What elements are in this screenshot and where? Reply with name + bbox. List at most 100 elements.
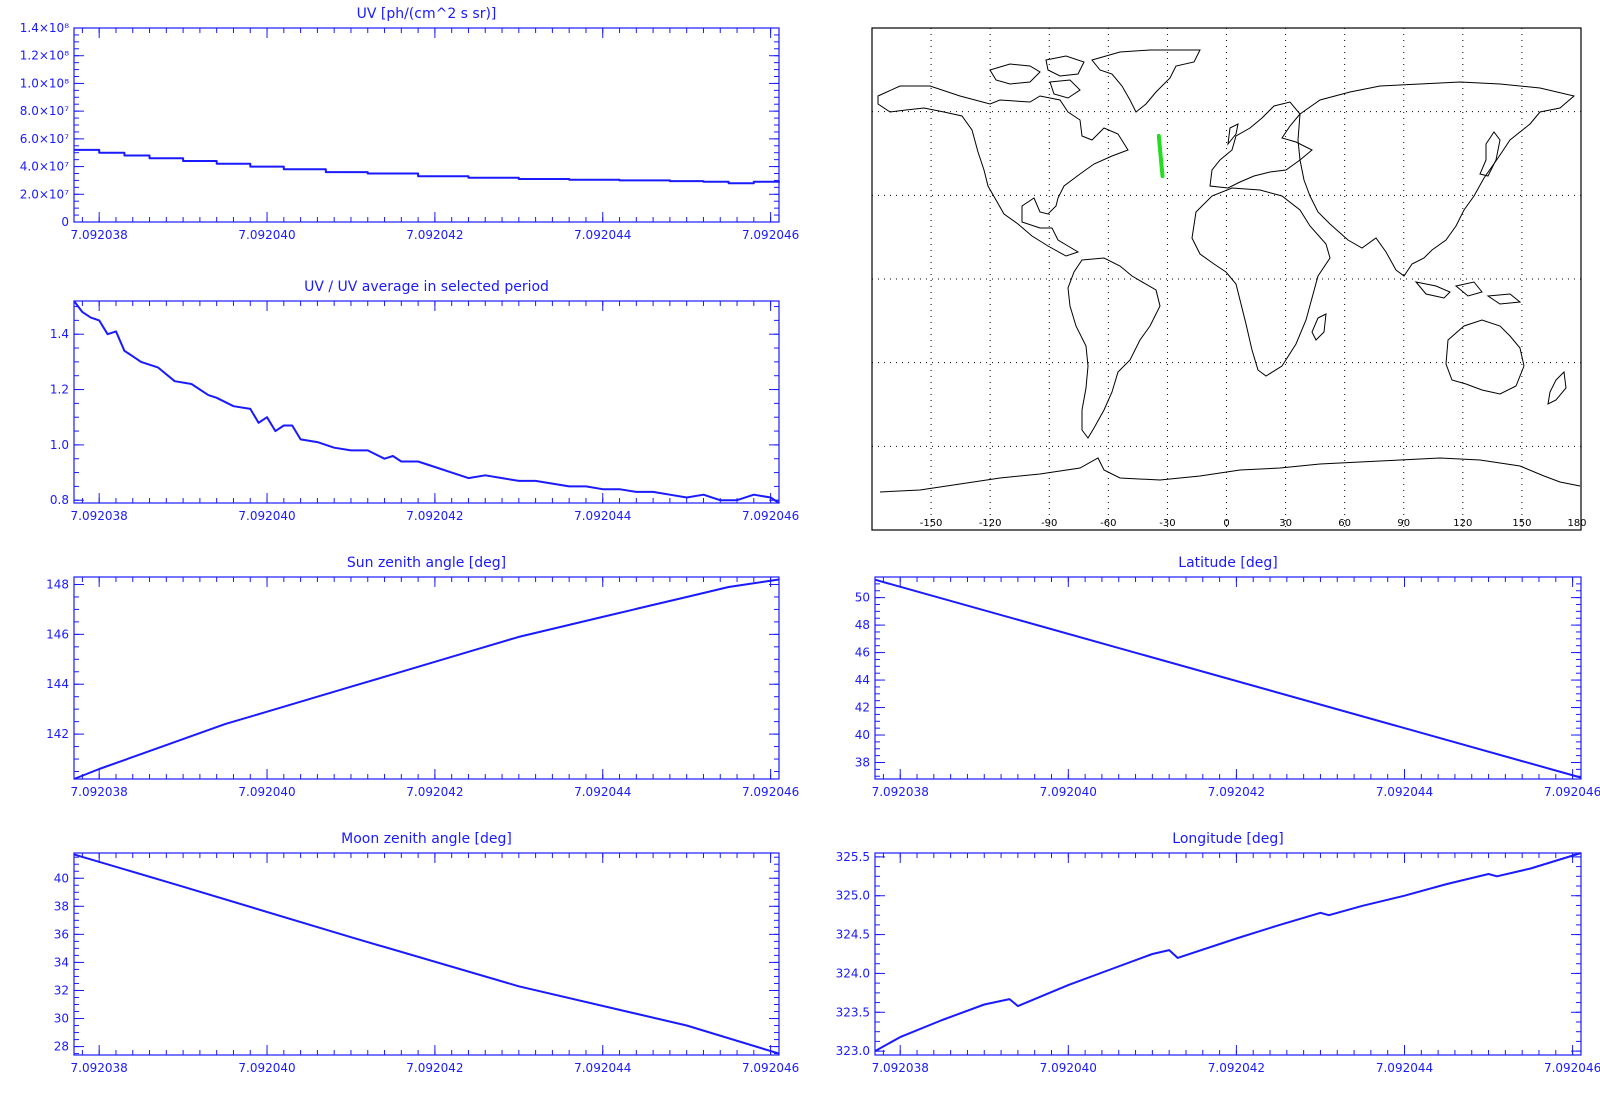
chart-uv-ratio: UV / UV average in selected period 7.0920… bbox=[50, 279, 799, 523]
y-tick-label: 324.5 bbox=[836, 928, 870, 942]
madagascar-outline bbox=[1311, 313, 1327, 341]
x-tick-label: 7.092046 bbox=[1544, 785, 1600, 799]
chart-title: Moon zenith angle [deg] bbox=[341, 831, 512, 847]
chart-title: Latitude [deg] bbox=[1178, 555, 1277, 571]
y-tick-label: 46 bbox=[855, 646, 870, 660]
y-tick-label: 323.5 bbox=[836, 1005, 870, 1019]
y-tick-label: 323.0 bbox=[836, 1044, 870, 1058]
arctic-islands-outline bbox=[989, 55, 1085, 99]
antarctica-outline bbox=[879, 457, 1581, 493]
series-line bbox=[73, 853, 780, 1055]
greenland-outline bbox=[1091, 49, 1201, 113]
x-tick-label: 7.092040 bbox=[238, 228, 295, 242]
x-tick-label: 7.092038 bbox=[872, 1061, 929, 1075]
y-tick-label: 38 bbox=[54, 899, 69, 913]
plot-frame bbox=[73, 27, 780, 223]
series-line bbox=[73, 300, 780, 504]
longitude-tick-label: -150 bbox=[920, 518, 943, 529]
x-tick-label: 7.092038 bbox=[71, 785, 128, 799]
y-tick-label: 1.0×10⁸ bbox=[20, 76, 69, 90]
x-tick-label: 7.092044 bbox=[574, 228, 631, 242]
plot-frame bbox=[73, 300, 780, 504]
x-tick-label: 7.092042 bbox=[1208, 785, 1265, 799]
x-tick-label: 7.092046 bbox=[1544, 1061, 1600, 1075]
x-tick-label: 7.092042 bbox=[1208, 1061, 1265, 1075]
y-tick-label: 0.8 bbox=[50, 493, 69, 507]
longitude-tick-label: 30 bbox=[1279, 518, 1292, 529]
south-america-outline bbox=[1067, 257, 1161, 439]
x-tick-label: 7.092042 bbox=[406, 1061, 463, 1075]
y-tick-label: 34 bbox=[54, 955, 69, 969]
x-tick-label: 7.092040 bbox=[238, 1061, 295, 1075]
map-longitude-ticks: -150 -120 -90 -60 -30 0 30 60 90 120 150 180 bbox=[920, 518, 1587, 529]
series-line bbox=[74, 148, 780, 185]
x-tick-label: 7.092038 bbox=[71, 1061, 128, 1075]
plot-frame bbox=[73, 576, 780, 780]
north-america-outline bbox=[877, 85, 1129, 257]
x-tick-label: 7.092046 bbox=[742, 1061, 799, 1075]
map-landmasses bbox=[877, 49, 1581, 493]
y-tick-label: 50 bbox=[855, 591, 870, 605]
x-tick-label: 7.092046 bbox=[742, 509, 799, 523]
y-tick-label: 2.0×10⁷ bbox=[20, 187, 69, 201]
y-tick-label: 148 bbox=[46, 577, 69, 591]
y-tick-label: 48 bbox=[855, 618, 870, 632]
x-tick-label: 7.092040 bbox=[1040, 1061, 1097, 1075]
y-tick-label: 144 bbox=[46, 677, 69, 691]
y-tick-label: 325.5 bbox=[836, 850, 870, 864]
chart-title: UV / UV average in selected period bbox=[304, 279, 549, 295]
indonesia-outline bbox=[1414, 281, 1522, 305]
x-tick-label: 7.092040 bbox=[1040, 785, 1097, 799]
y-tick-label: 44 bbox=[855, 673, 870, 687]
x-tick-label: 7.092042 bbox=[406, 785, 463, 799]
y-tick-label: 1.0 bbox=[50, 438, 69, 452]
x-tick-label: 7.092046 bbox=[742, 785, 799, 799]
y-tick-label: 1.4 bbox=[50, 327, 69, 341]
charts-group: UV [ph/(cm^2 s sr)] 7.092038 7.092040 7.092… bbox=[20, 6, 1600, 1075]
y-tick-label: 6.0×10⁷ bbox=[20, 132, 69, 146]
y-tick-label: 4.0×10⁷ bbox=[20, 160, 69, 174]
y-tick-label: 38 bbox=[855, 756, 870, 770]
plot-frame bbox=[73, 852, 780, 1056]
chart-title: Longitude [deg] bbox=[1172, 831, 1283, 847]
y-tick-label: 40 bbox=[54, 871, 69, 885]
plot-frame bbox=[874, 576, 1582, 780]
japan-outline bbox=[1479, 131, 1501, 177]
y-tick-label: 0 bbox=[61, 215, 69, 229]
longitude-tick-label: -30 bbox=[1159, 518, 1175, 529]
world-map: -150 -120 -90 -60 -30 0 30 60 90 120 150 180 bbox=[871, 27, 1587, 531]
x-tick-label: 7.092040 bbox=[238, 785, 295, 799]
x-tick-label: 7.092042 bbox=[406, 509, 463, 523]
y-tick-label: 1.2 bbox=[50, 383, 69, 397]
new-zealand-outline bbox=[1547, 370, 1567, 405]
longitude-tick-label: 150 bbox=[1512, 518, 1531, 529]
longitude-tick-label: 90 bbox=[1397, 518, 1410, 529]
y-tick-label: 30 bbox=[54, 1012, 69, 1026]
x-tick-label: 7.092044 bbox=[1376, 785, 1433, 799]
y-tick-label: 8.0×10⁷ bbox=[20, 104, 69, 118]
chart-longitude: Longitude [deg] 7.092038 7.092040 7.092042 7… bbox=[836, 831, 1600, 1075]
chart-title: Sun zenith angle [deg] bbox=[347, 555, 506, 571]
series-line bbox=[874, 578, 1582, 779]
y-tick-label: 325.0 bbox=[836, 889, 870, 903]
y-tick-label: 324.0 bbox=[836, 966, 870, 980]
x-tick-label: 7.092046 bbox=[742, 228, 799, 242]
map-graticule bbox=[872, 27, 1581, 530]
chart-moon-zenith: Moon zenith angle [deg] 7.092038 7.092040 7… bbox=[54, 831, 800, 1075]
y-tick-label: 36 bbox=[54, 927, 69, 941]
x-tick-label: 7.092044 bbox=[574, 785, 631, 799]
x-tick-label: 7.092040 bbox=[238, 509, 295, 523]
longitude-tick-label: 0 bbox=[1223, 518, 1229, 529]
series-line bbox=[874, 852, 1582, 1052]
y-tick-label: 1.4×10⁸ bbox=[20, 21, 69, 35]
chart-title: UV [ph/(cm^2 s sr)] bbox=[357, 6, 497, 22]
y-tick-label: 40 bbox=[855, 728, 870, 742]
x-tick-label: 7.092044 bbox=[574, 509, 631, 523]
y-tick-label: 28 bbox=[54, 1040, 69, 1054]
longitude-tick-label: -60 bbox=[1100, 518, 1116, 529]
x-tick-label: 7.092038 bbox=[872, 785, 929, 799]
x-tick-label: 7.092044 bbox=[1376, 1061, 1433, 1075]
y-tick-label: 1.2×10⁸ bbox=[20, 49, 69, 63]
australia-outline bbox=[1445, 319, 1525, 395]
longitude-tick-label: 120 bbox=[1453, 518, 1472, 529]
